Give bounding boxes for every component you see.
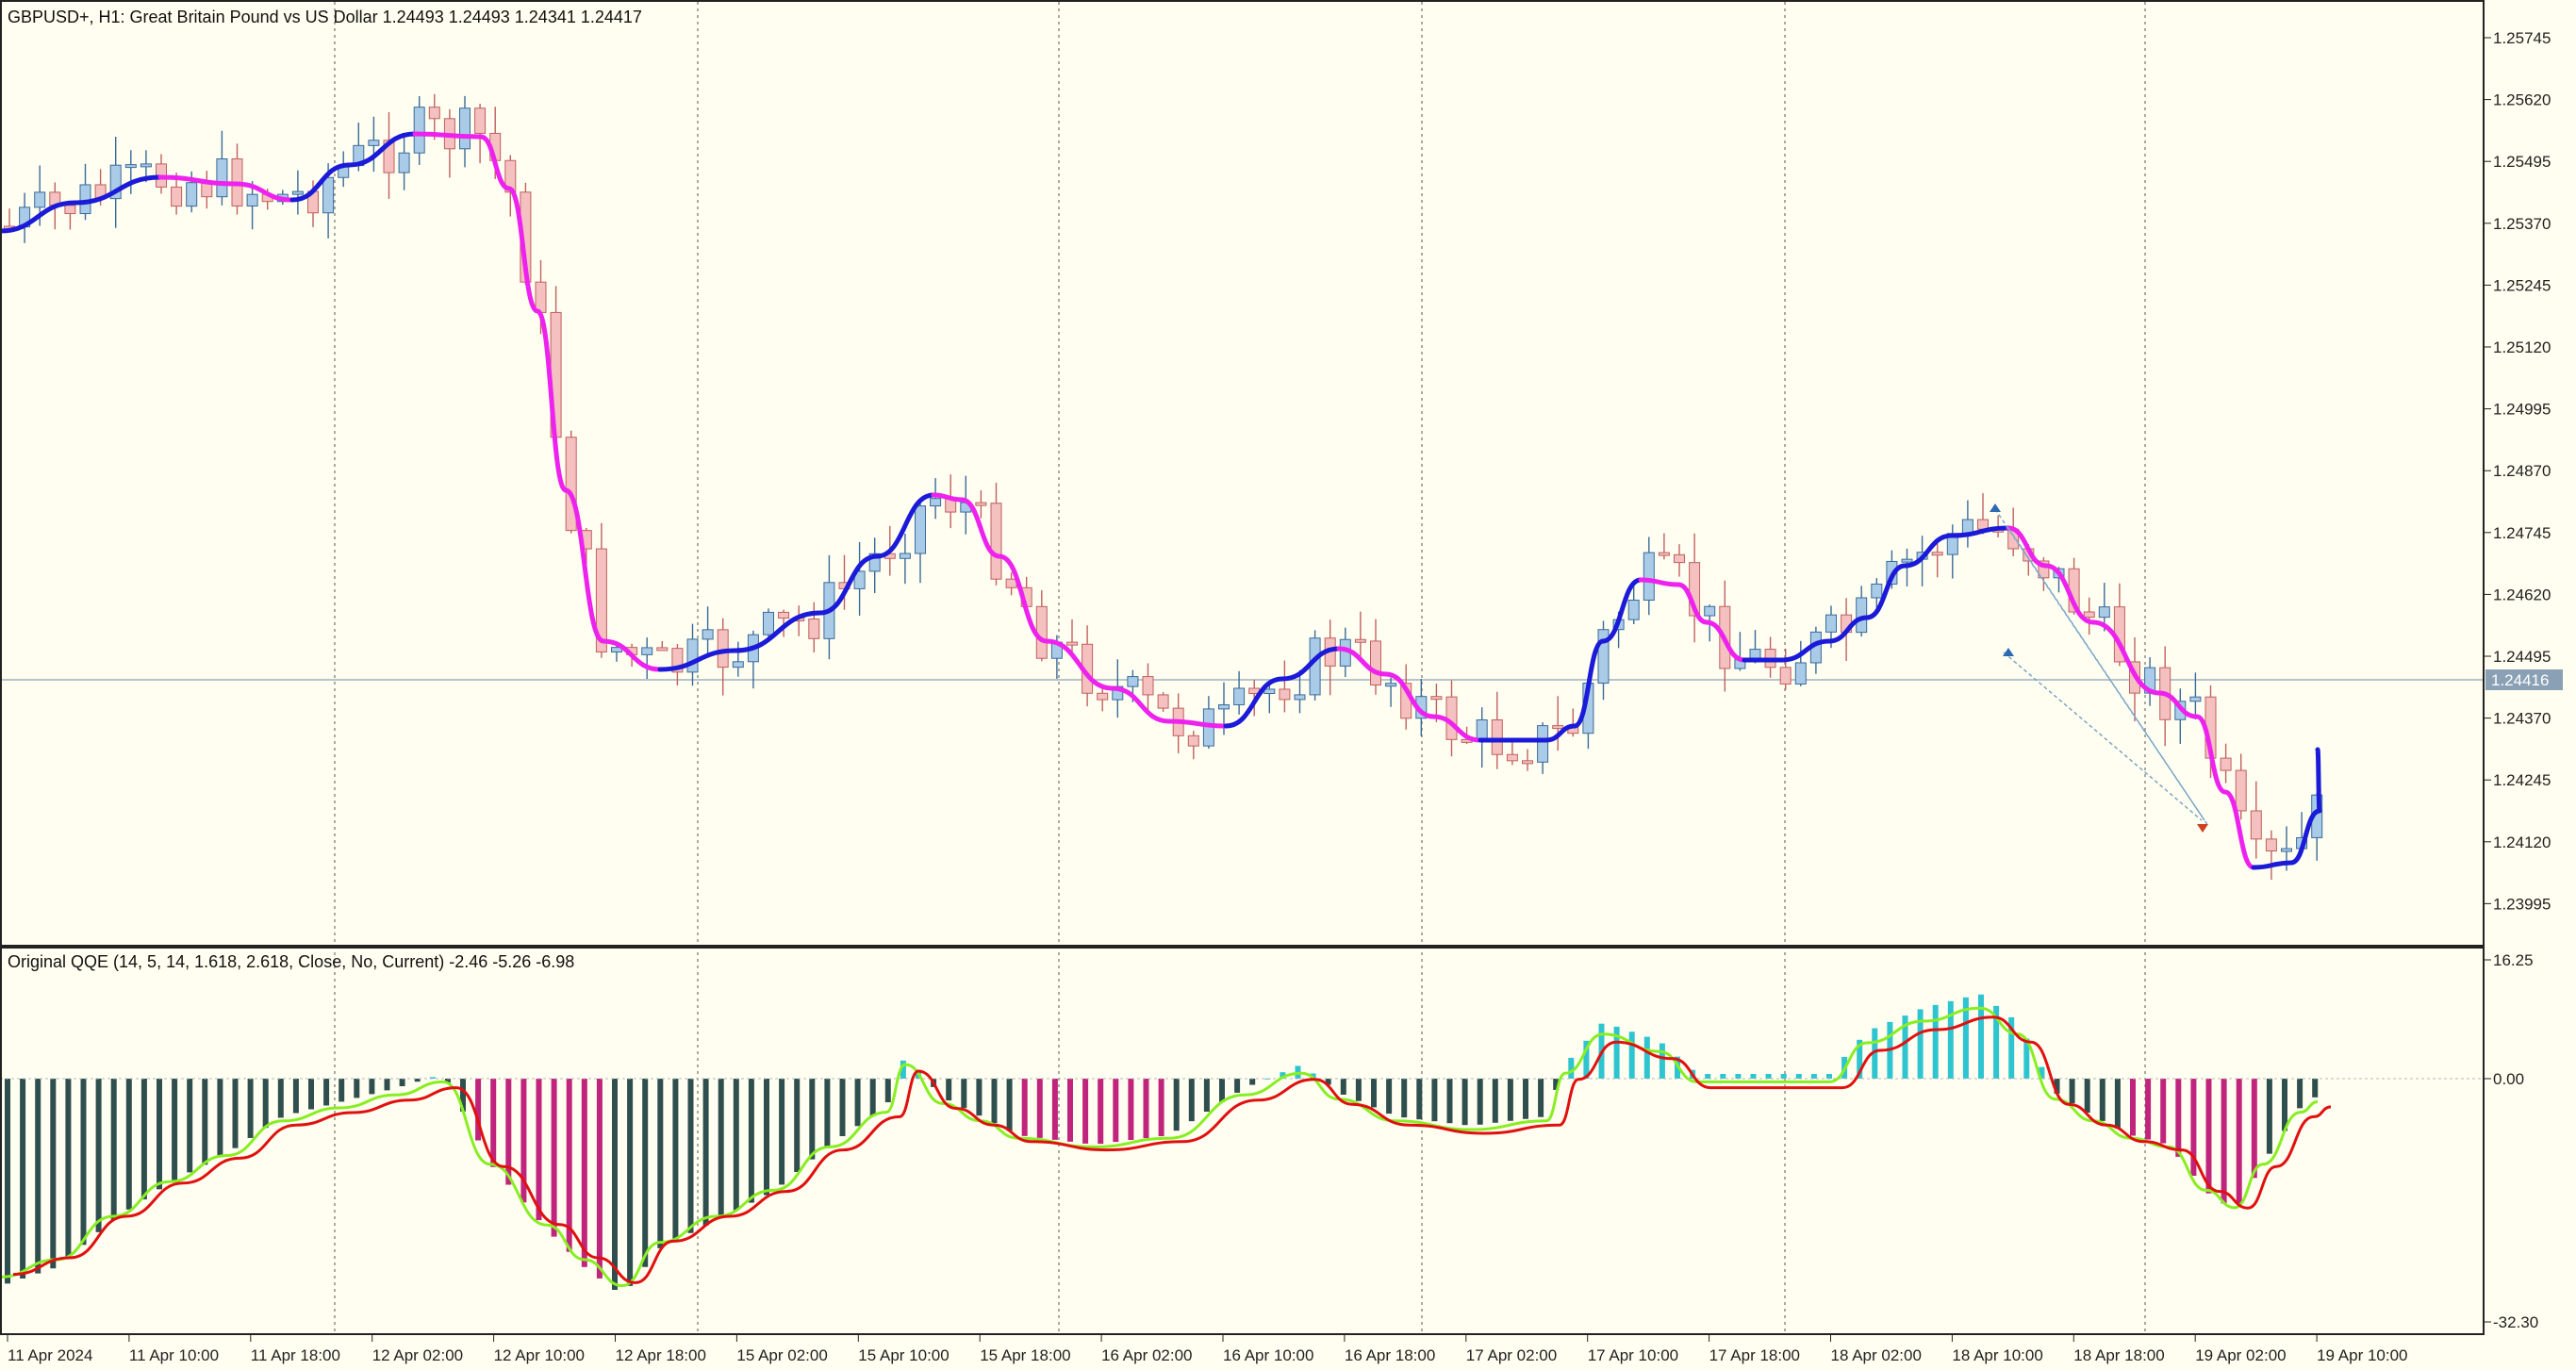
price-tick-label: 1.24370 (2493, 710, 2551, 728)
indicator-axis[interactable]: 16.25 0.00 -32.30 (2484, 951, 2538, 1331)
down-arrow-icon (2197, 824, 2208, 833)
price-tick-label: 1.24870 (2493, 462, 2551, 480)
price-tick-label: 1.25495 (2493, 153, 2551, 171)
time-tick-label: 15 Apr 10:00 (858, 1346, 949, 1364)
price-tick-label: 1.25370 (2493, 215, 2551, 233)
price-tick-label: 1.25620 (2493, 91, 2551, 109)
time-tick-label: 11 Apr 18:00 (251, 1346, 340, 1364)
indicator-tick-label: 16.25 (2493, 951, 2534, 969)
time-tick-label: 16 Apr 18:00 (1345, 1346, 1435, 1364)
time-tick-label: 18 Apr 18:00 (2073, 1346, 2164, 1364)
time-tick-label: 19 Apr 10:00 (2317, 1346, 2407, 1364)
indicator-tick-label: -32.30 (2493, 1313, 2538, 1331)
time-tick-label: 16 Apr 10:00 (1223, 1346, 1313, 1364)
moving-average-line (0, 131, 2322, 870)
current-price-label: 1.24416 (2485, 669, 2563, 690)
time-tick-label: 15 Apr 18:00 (980, 1346, 1070, 1364)
time-tick-label: 17 Apr 18:00 (1709, 1346, 1800, 1364)
time-tick-label: 16 Apr 02:00 (1101, 1346, 1192, 1364)
time-tick-label: 19 Apr 02:00 (2195, 1346, 2286, 1364)
qqe-lines (0, 1006, 2332, 1288)
price-tick-label: 1.25120 (2493, 338, 2551, 356)
chart-header: GBPUSD+, H1: Great Britain Pound vs US D… (8, 8, 642, 26)
price-tick-label: 1.24245 (2493, 771, 2551, 789)
price-tick-label: 1.25245 (2493, 276, 2551, 294)
time-tick-label: 12 Apr 10:00 (494, 1346, 585, 1364)
price-tick-label: 1.23995 (2493, 895, 2551, 913)
up-arrow-icon (2003, 648, 2014, 656)
time-axis[interactable]: 11 Apr 2024 11 Apr 10:00 11 Apr 18:00 12 Ap… (7, 1335, 2408, 1364)
time-tick-label: 12 Apr 18:00 (616, 1346, 706, 1364)
main-pane-border (0, 0, 2485, 947)
time-tick-label: 17 Apr 10:00 (1588, 1346, 1678, 1364)
price-tick-label: 1.24995 (2493, 401, 2551, 419)
price-tick-label: 1.24620 (2493, 586, 2551, 603)
qqe-histogram (5, 994, 2319, 1290)
time-tick-label: 12 Apr 02:00 (372, 1346, 463, 1364)
price-tick-label: 1.25745 (2493, 29, 2551, 47)
time-tick-label: 11 Apr 10:00 (129, 1346, 219, 1364)
indicator-pane-border (0, 947, 2485, 1335)
time-tick-label: 18 Apr 02:00 (1831, 1346, 1922, 1364)
time-tick-label: 11 Apr 2024 (8, 1346, 92, 1364)
indicator-header: Original QQE (14, 5, 14, 1.618, 2.618, C… (8, 952, 574, 971)
time-tick-label: 15 Apr 02:00 (736, 1346, 827, 1364)
price-tick-label: 1.24745 (2493, 524, 2551, 542)
time-tick-label: 18 Apr 10:00 (1952, 1346, 2042, 1364)
price-tick-label: 1.24495 (2493, 648, 2551, 666)
price-tick-label: 1.24120 (2493, 834, 2551, 851)
price-axis[interactable]: 1.25745 1.25620 1.25495 1.25370 1.25245 1.251… (2484, 29, 2551, 913)
indicator-tick-label: 0.00 (2493, 1070, 2524, 1088)
svg-text:1.24416: 1.24416 (2491, 671, 2549, 689)
time-tick-label: 17 Apr 02:00 (1466, 1346, 1557, 1364)
signal-markers (1990, 503, 2209, 833)
up-arrow-icon (1990, 503, 2001, 512)
